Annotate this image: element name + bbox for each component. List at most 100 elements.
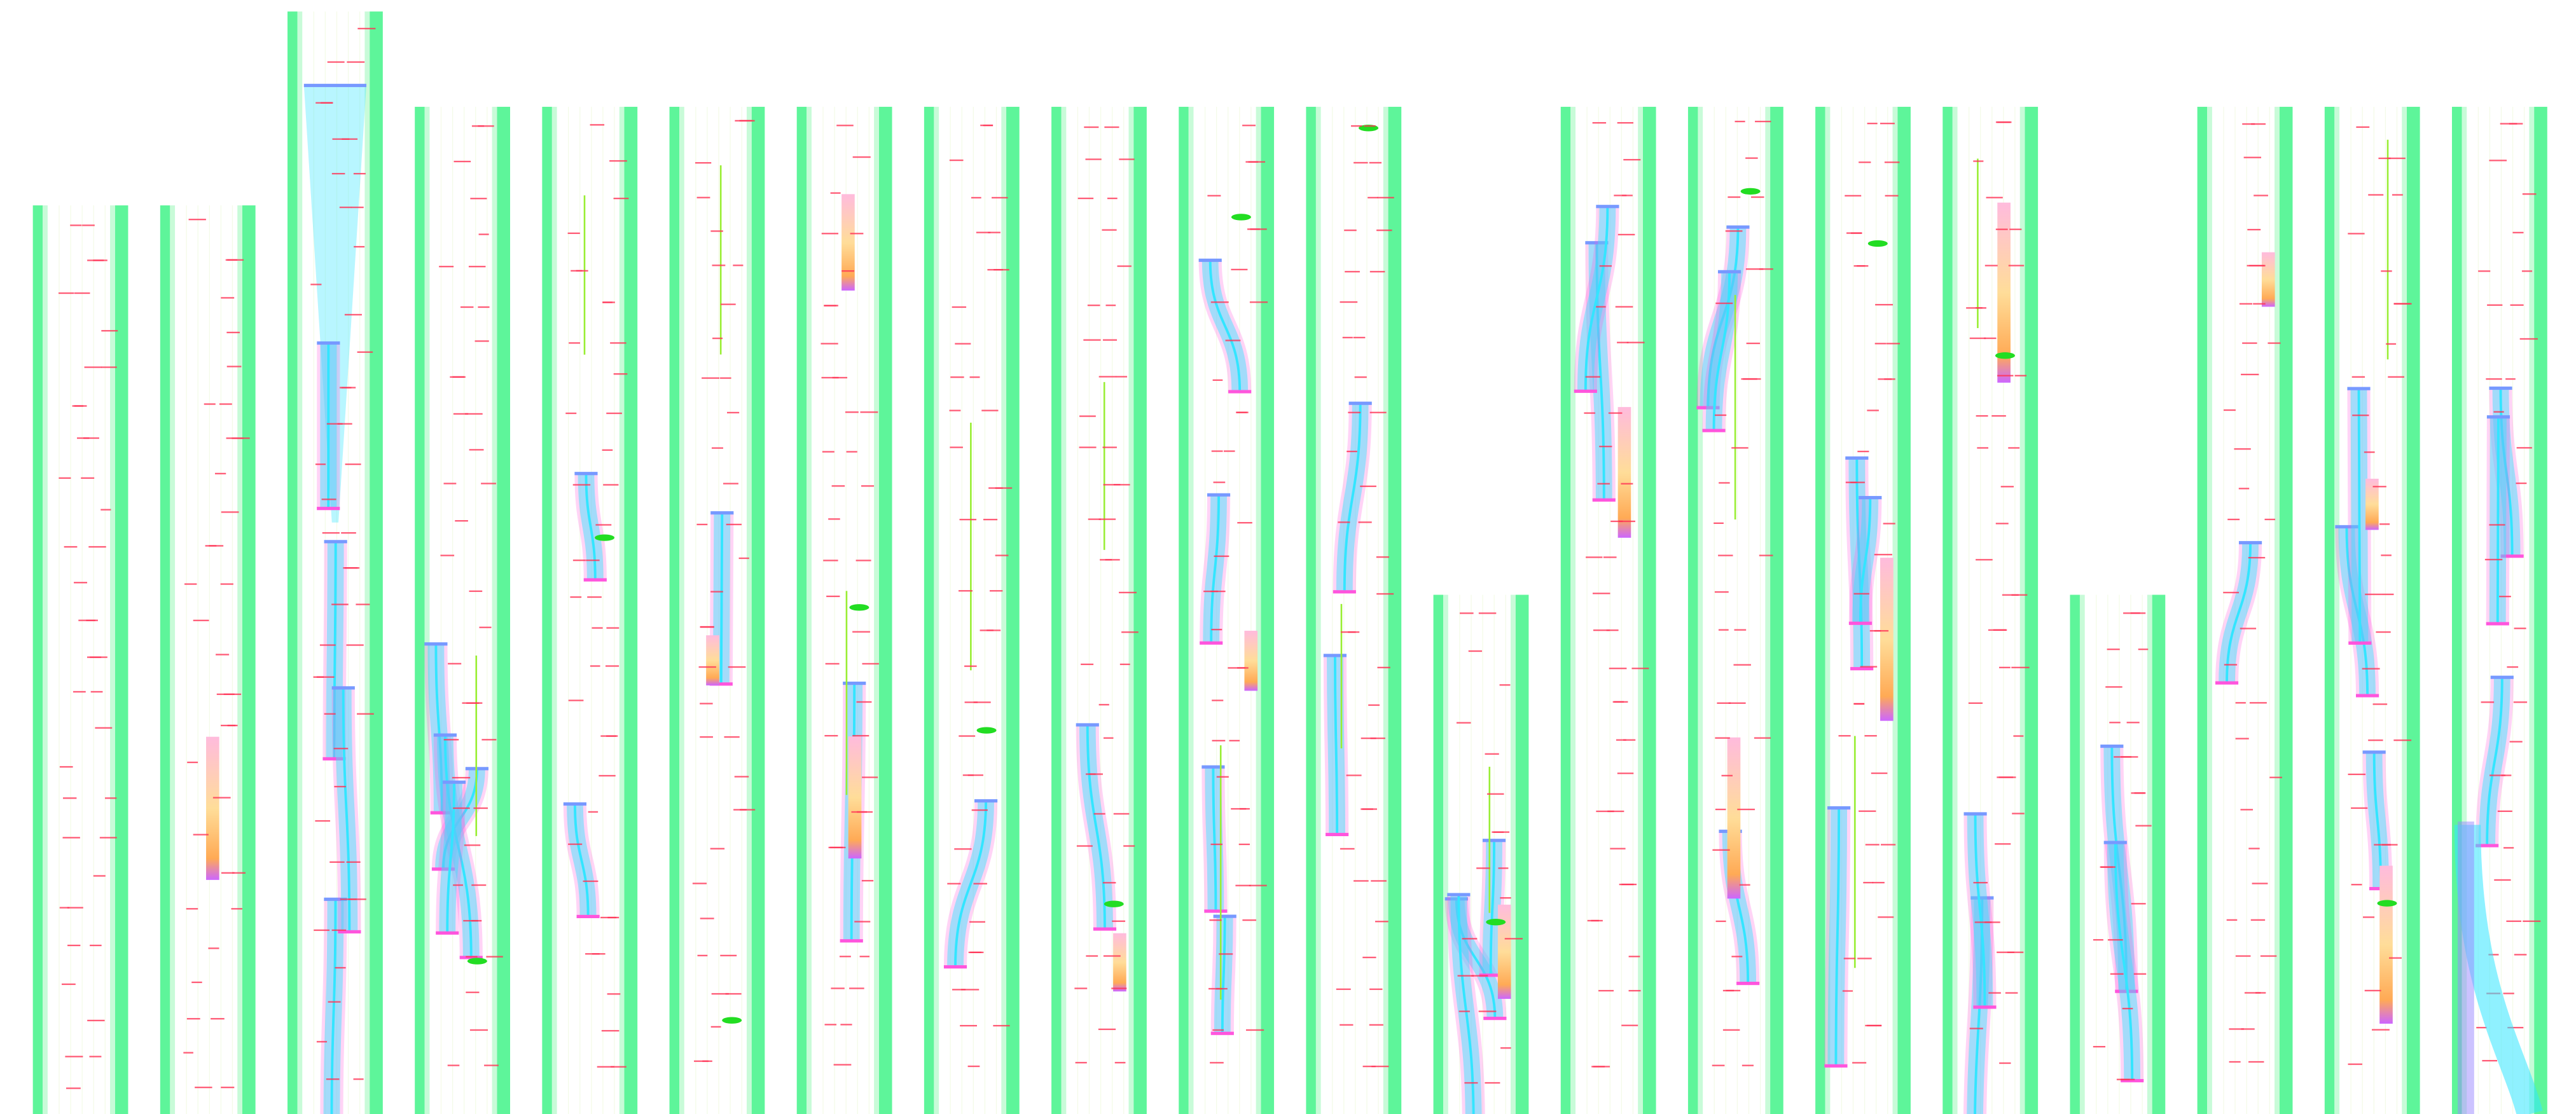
label-mark: [721, 303, 736, 305]
column-right-edge-light: [364, 11, 370, 1114]
label-mark: [603, 484, 619, 486]
label-mark: [1340, 301, 1358, 303]
label-mark: [569, 342, 580, 344]
feature-block: [1113, 933, 1126, 992]
label-mark: [2512, 231, 2524, 233]
label-mark: [1377, 666, 1390, 669]
ribbon-core: [333, 541, 337, 759]
label-mark: [1103, 484, 1121, 486]
label-mark: [950, 446, 963, 448]
label-mark: [471, 919, 482, 922]
ribbon-anchor: [424, 642, 448, 646]
column-left-edge-light: [2334, 106, 2340, 1114]
label-mark: [1886, 343, 1901, 345]
ribbon-anchor: [459, 956, 483, 959]
label-mark: [1462, 938, 1478, 940]
label-mark: [1340, 1024, 1354, 1026]
label-mark: [2503, 993, 2514, 994]
ribbon-anchor: [2356, 694, 2379, 698]
label-mark: [1208, 987, 1222, 990]
column-left-edge-light: [297, 11, 303, 1114]
label-mark: [1874, 629, 1889, 632]
label-mark: [186, 1018, 200, 1020]
label-mark: [2497, 810, 2512, 813]
ribbon-anchor: [1333, 590, 1356, 594]
label-mark: [1117, 265, 1132, 267]
ribbon-anchor: [1696, 406, 1720, 409]
column-right-edge: [370, 11, 383, 1114]
label-mark: [830, 192, 841, 194]
label-mark: [1612, 701, 1628, 703]
label-mark: [2494, 879, 2511, 881]
label-mark: [454, 160, 471, 163]
label-mark: [964, 665, 977, 667]
label-mark: [696, 523, 708, 526]
label-mark: [1850, 481, 1865, 483]
label-mark: [1969, 1028, 1983, 1029]
label-mark: [1212, 699, 1224, 701]
label-mark: [187, 761, 198, 764]
label-mark: [606, 627, 620, 629]
label-mark: [2348, 773, 2366, 776]
label-mark: [565, 412, 577, 415]
label-mark: [861, 879, 874, 882]
label-mark: [1249, 884, 1267, 886]
label-mark: [1245, 1029, 1264, 1031]
label-mark: [1616, 739, 1626, 741]
label-mark: [2123, 612, 2140, 614]
label-mark: [1476, 867, 1490, 869]
label-mark: [1986, 196, 2003, 198]
label-mark: [443, 739, 459, 741]
label-mark: [343, 567, 360, 569]
label-mark: [2268, 342, 2281, 344]
label-mark: [1853, 703, 1865, 705]
label-mark: [2260, 955, 2277, 957]
label-mark: [1209, 919, 1222, 921]
column-left-edge: [32, 205, 43, 1114]
label-mark: [1336, 988, 1351, 990]
label-mark: [1498, 867, 1509, 869]
label-mark: [611, 1066, 627, 1068]
label-mark: [824, 734, 838, 737]
label-mark: [1485, 1082, 1500, 1084]
label-mark: [692, 883, 707, 884]
ribbon-anchor: [324, 897, 347, 901]
label-mark: [855, 560, 871, 561]
label-mark: [605, 665, 620, 667]
ribbon-anchor: [303, 83, 366, 87]
column-left-edge-light: [679, 106, 684, 1114]
label-mark: [2505, 378, 2516, 380]
ribbon-core: [1208, 260, 1242, 392]
feature-block: [1727, 737, 1741, 899]
ribbon-anchor: [2335, 525, 2358, 529]
ribbon-core: [330, 899, 337, 1114]
label-mark: [2011, 666, 2030, 668]
label-mark: [852, 734, 869, 737]
label-mark: [824, 305, 838, 306]
label-mark: [1880, 123, 1895, 125]
label-mark: [2014, 375, 2027, 376]
label-mark: [350, 206, 364, 209]
column-left-edge: [1433, 595, 1444, 1114]
label-mark: [2240, 628, 2257, 629]
column-right-edge-light: [1892, 106, 1898, 1114]
label-mark: [81, 477, 95, 479]
ribbon-core: [1707, 227, 1740, 408]
label-mark: [322, 532, 340, 534]
label-mark: [590, 124, 605, 126]
label-mark: [1999, 1062, 2011, 1064]
label-mark: [1210, 590, 1226, 593]
label-mark: [821, 343, 838, 345]
ribbon-anchor: [2100, 744, 2124, 748]
label-mark: [2122, 1008, 2133, 1010]
label-mark: [2253, 303, 2266, 305]
label-mark: [992, 196, 1008, 199]
label-mark: [1225, 340, 1241, 341]
label-mark: [1995, 843, 2011, 845]
label-mark: [342, 138, 358, 140]
ribbon-anchor: [338, 930, 361, 934]
label-mark: [1236, 411, 1247, 413]
label-mark: [1212, 1029, 1224, 1031]
label-mark: [2364, 451, 2375, 453]
label-mark: [484, 1064, 499, 1066]
